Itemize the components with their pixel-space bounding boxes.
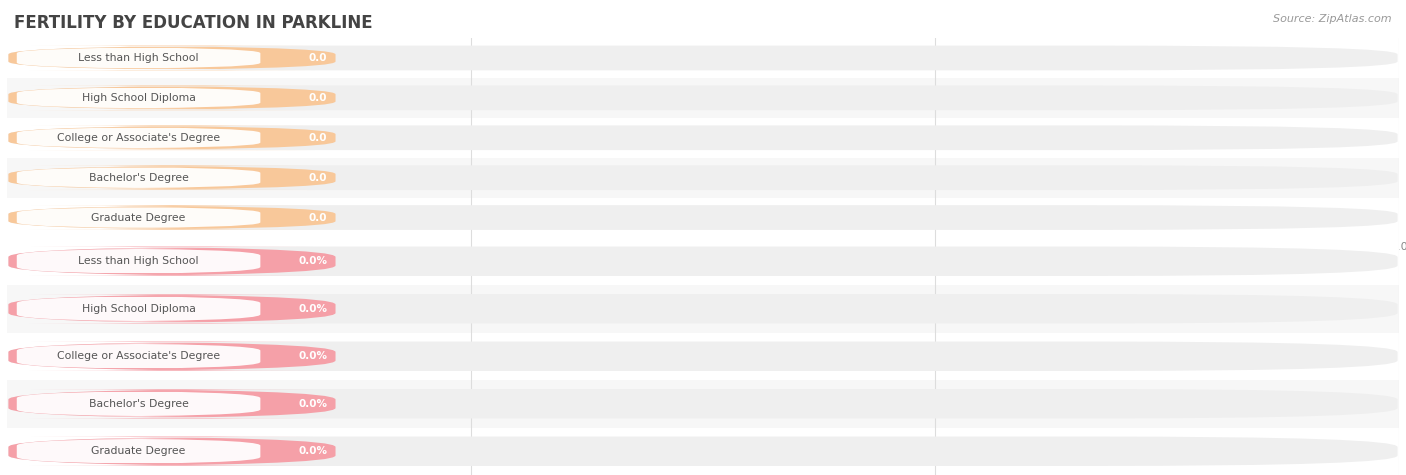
Text: College or Associate's Degree: College or Associate's Degree (58, 133, 221, 143)
Bar (7, 158, 1399, 198)
FancyBboxPatch shape (8, 86, 336, 110)
Text: Graduate Degree: Graduate Degree (91, 446, 186, 456)
Text: 0.0%: 0.0% (298, 399, 328, 409)
FancyBboxPatch shape (8, 389, 336, 418)
Text: High School Diploma: High School Diploma (82, 93, 195, 103)
FancyBboxPatch shape (8, 205, 336, 230)
FancyBboxPatch shape (8, 342, 336, 371)
FancyBboxPatch shape (17, 47, 260, 69)
Text: 0.0: 0.0 (309, 53, 328, 63)
FancyBboxPatch shape (8, 437, 1398, 466)
Bar (7, 118, 1399, 158)
FancyBboxPatch shape (17, 438, 260, 464)
Text: 0.0: 0.0 (309, 212, 328, 223)
Text: 0.0%: 0.0% (298, 446, 328, 456)
Text: 0.0: 0.0 (309, 133, 328, 143)
FancyBboxPatch shape (17, 248, 260, 274)
Bar (7, 198, 1399, 238)
Text: Graduate Degree: Graduate Degree (91, 212, 186, 223)
FancyBboxPatch shape (8, 86, 1398, 110)
Bar (7, 332, 1399, 380)
Text: College or Associate's Degree: College or Associate's Degree (58, 351, 221, 361)
FancyBboxPatch shape (8, 389, 1398, 418)
FancyBboxPatch shape (17, 296, 260, 322)
FancyBboxPatch shape (17, 167, 260, 189)
FancyBboxPatch shape (17, 207, 260, 228)
Text: Bachelor's Degree: Bachelor's Degree (89, 399, 188, 409)
FancyBboxPatch shape (17, 127, 260, 149)
Text: 0.0: 0.0 (309, 93, 328, 103)
FancyBboxPatch shape (8, 46, 1398, 70)
Text: 0.0: 0.0 (309, 172, 328, 183)
Text: 0.0%: 0.0% (298, 304, 328, 314)
Bar (7, 285, 1399, 332)
Text: Source: ZipAtlas.com: Source: ZipAtlas.com (1274, 14, 1392, 24)
Bar (7, 428, 1399, 475)
FancyBboxPatch shape (8, 437, 336, 466)
Text: FERTILITY BY EDUCATION IN PARKLINE: FERTILITY BY EDUCATION IN PARKLINE (14, 14, 373, 32)
FancyBboxPatch shape (8, 46, 336, 70)
FancyBboxPatch shape (8, 247, 336, 276)
FancyBboxPatch shape (8, 165, 336, 190)
Text: High School Diploma: High School Diploma (82, 304, 195, 314)
Bar (7, 380, 1399, 428)
FancyBboxPatch shape (8, 125, 336, 150)
Bar (7, 78, 1399, 118)
Bar (7, 38, 1399, 78)
Text: Bachelor's Degree: Bachelor's Degree (89, 172, 188, 183)
Bar (7, 238, 1399, 285)
Text: Less than High School: Less than High School (79, 53, 198, 63)
FancyBboxPatch shape (8, 205, 1398, 230)
Text: 0.0%: 0.0% (298, 256, 328, 266)
FancyBboxPatch shape (8, 294, 336, 323)
Text: 0.0%: 0.0% (298, 351, 328, 361)
FancyBboxPatch shape (8, 294, 1398, 323)
Text: Less than High School: Less than High School (79, 256, 198, 266)
FancyBboxPatch shape (8, 125, 1398, 150)
FancyBboxPatch shape (17, 87, 260, 109)
FancyBboxPatch shape (17, 391, 260, 417)
FancyBboxPatch shape (17, 343, 260, 369)
FancyBboxPatch shape (8, 247, 1398, 276)
FancyBboxPatch shape (8, 165, 1398, 190)
FancyBboxPatch shape (8, 342, 1398, 371)
